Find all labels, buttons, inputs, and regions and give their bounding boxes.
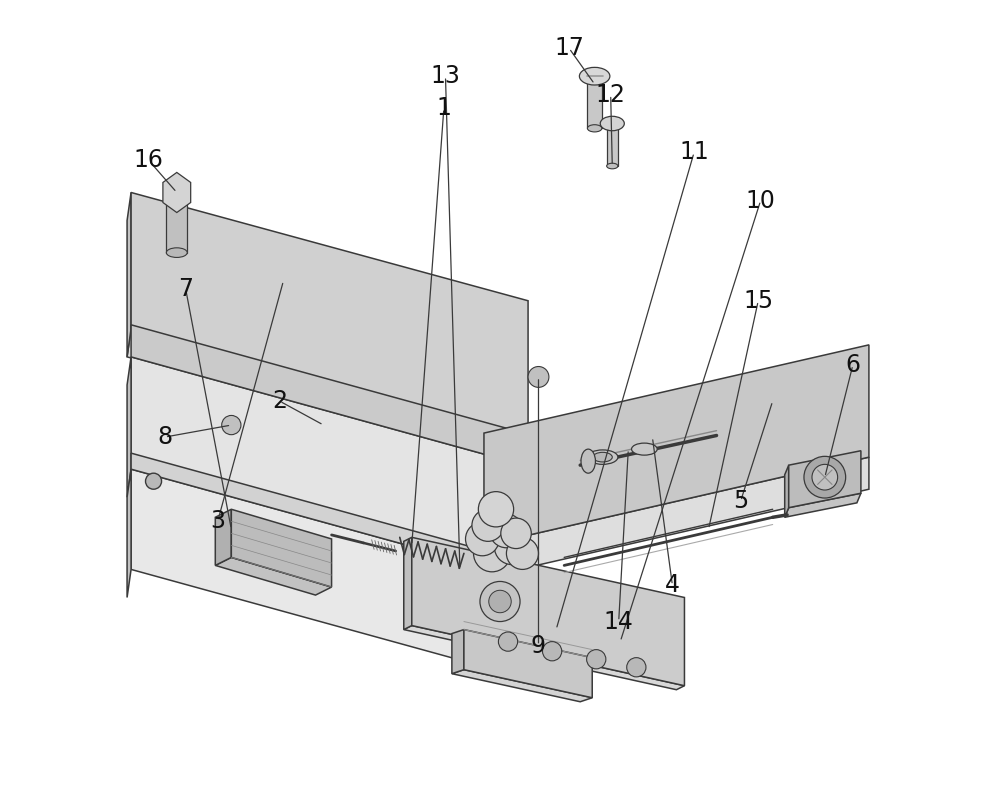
- Polygon shape: [215, 509, 231, 565]
- Ellipse shape: [581, 449, 595, 473]
- Polygon shape: [127, 469, 131, 597]
- Polygon shape: [464, 630, 592, 698]
- Polygon shape: [404, 537, 412, 630]
- Polygon shape: [452, 630, 464, 674]
- Circle shape: [528, 367, 549, 387]
- Polygon shape: [215, 557, 332, 595]
- Polygon shape: [412, 537, 684, 686]
- Polygon shape: [789, 451, 861, 508]
- Polygon shape: [127, 192, 131, 357]
- Text: 16: 16: [134, 148, 164, 172]
- Polygon shape: [131, 469, 524, 678]
- Polygon shape: [131, 357, 524, 577]
- Text: 4: 4: [665, 573, 680, 597]
- Polygon shape: [587, 76, 602, 128]
- Ellipse shape: [607, 164, 618, 169]
- Polygon shape: [166, 202, 187, 253]
- Circle shape: [474, 535, 510, 572]
- Circle shape: [480, 581, 520, 622]
- Circle shape: [478, 492, 514, 527]
- Circle shape: [222, 415, 241, 435]
- Text: 5: 5: [733, 489, 748, 513]
- Ellipse shape: [593, 452, 612, 462]
- Text: 8: 8: [157, 425, 172, 449]
- Circle shape: [146, 473, 162, 489]
- Circle shape: [489, 590, 511, 613]
- Text: 2: 2: [272, 389, 287, 413]
- Ellipse shape: [579, 67, 610, 85]
- Polygon shape: [607, 124, 618, 166]
- Ellipse shape: [587, 125, 602, 132]
- Ellipse shape: [587, 450, 618, 464]
- Polygon shape: [127, 357, 131, 497]
- Circle shape: [501, 518, 531, 549]
- Text: 7: 7: [178, 277, 193, 301]
- Text: 10: 10: [746, 188, 776, 213]
- Ellipse shape: [632, 443, 657, 456]
- Text: 17: 17: [554, 36, 584, 60]
- Text: 14: 14: [604, 610, 634, 634]
- Circle shape: [466, 522, 499, 556]
- Circle shape: [498, 632, 518, 651]
- Polygon shape: [163, 172, 191, 213]
- Circle shape: [627, 658, 646, 677]
- Ellipse shape: [166, 248, 187, 257]
- Polygon shape: [127, 329, 528, 465]
- Circle shape: [472, 509, 504, 541]
- Circle shape: [812, 464, 838, 490]
- Text: 11: 11: [679, 140, 709, 164]
- Text: 15: 15: [743, 289, 773, 313]
- Ellipse shape: [600, 116, 624, 131]
- Circle shape: [494, 529, 530, 565]
- Circle shape: [587, 650, 606, 669]
- Polygon shape: [785, 465, 789, 517]
- Text: 13: 13: [431, 64, 460, 88]
- Polygon shape: [131, 325, 524, 465]
- Text: 1: 1: [436, 96, 451, 120]
- Circle shape: [490, 514, 523, 548]
- Text: 12: 12: [596, 83, 626, 107]
- Text: 9: 9: [531, 634, 546, 658]
- Circle shape: [804, 456, 846, 498]
- Polygon shape: [231, 509, 332, 587]
- Text: 6: 6: [845, 353, 860, 377]
- Polygon shape: [452, 670, 592, 702]
- Polygon shape: [131, 192, 528, 437]
- Polygon shape: [785, 493, 861, 517]
- Polygon shape: [404, 626, 684, 690]
- Polygon shape: [484, 457, 869, 577]
- Text: 3: 3: [210, 509, 225, 533]
- Circle shape: [506, 537, 538, 569]
- Polygon shape: [484, 345, 869, 545]
- Polygon shape: [131, 453, 524, 577]
- Circle shape: [543, 642, 562, 661]
